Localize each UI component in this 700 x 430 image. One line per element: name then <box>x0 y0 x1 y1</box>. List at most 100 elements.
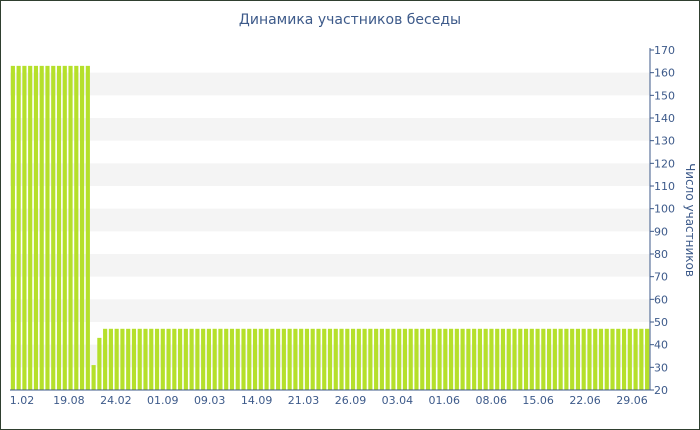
bar <box>408 328 413 390</box>
bar <box>241 328 246 390</box>
bar <box>79 65 85 390</box>
bar <box>356 328 361 390</box>
bar <box>598 328 604 390</box>
y-tick-label: 170 <box>654 44 675 57</box>
bar <box>160 328 165 390</box>
grid-band <box>10 254 650 277</box>
bar <box>489 328 494 390</box>
y-tick-label: 120 <box>654 157 675 170</box>
x-tick-label: 21.03 <box>288 394 320 407</box>
x-tick-label: 01.09 <box>147 394 179 407</box>
bar <box>616 328 621 390</box>
bar <box>39 65 44 390</box>
bar <box>224 328 229 390</box>
bar <box>85 65 90 390</box>
chart-title: Динамика участников беседы <box>238 12 462 28</box>
bar <box>33 65 39 390</box>
bar <box>178 328 183 390</box>
bar <box>397 328 402 390</box>
bar <box>201 328 206 390</box>
bar <box>16 65 21 390</box>
bar <box>10 65 15 390</box>
bar <box>420 328 425 390</box>
bar <box>126 328 131 390</box>
bar <box>154 328 160 390</box>
bar <box>374 328 379 390</box>
bar <box>350 328 356 390</box>
bar <box>137 328 142 390</box>
bar <box>610 328 615 390</box>
bar <box>512 328 517 390</box>
bar <box>379 328 384 390</box>
bar <box>339 328 344 390</box>
bar <box>593 328 598 390</box>
bar <box>258 328 263 390</box>
bar <box>495 328 500 390</box>
bar <box>431 328 436 390</box>
bar <box>299 328 304 390</box>
x-tick-label: 09.03 <box>194 394 226 407</box>
bar <box>402 328 408 390</box>
y-tick-label: 40 <box>654 339 668 352</box>
bar <box>581 328 586 390</box>
bar <box>218 328 223 390</box>
bar <box>304 328 310 390</box>
y-tick-label: 150 <box>654 89 675 102</box>
y-tick-label: 50 <box>654 316 668 329</box>
bar <box>108 328 113 390</box>
x-tick-label: 26.09 <box>335 394 367 407</box>
bar <box>264 328 269 390</box>
bar <box>518 328 523 390</box>
y-tick-label: 140 <box>654 112 675 125</box>
bar <box>276 328 281 390</box>
bar <box>391 328 396 390</box>
bar <box>437 328 442 390</box>
bar <box>454 328 459 390</box>
bar <box>627 328 632 390</box>
y-tick-label: 160 <box>654 67 675 80</box>
bar <box>131 328 137 390</box>
bar <box>206 328 211 390</box>
grid-band <box>10 299 650 322</box>
bar <box>558 328 563 390</box>
bar <box>293 328 298 390</box>
bar <box>547 328 552 390</box>
x-tick-label: 08.06 <box>475 394 507 407</box>
y-tick-label: 20 <box>654 384 668 397</box>
bar <box>425 328 431 390</box>
bar <box>143 328 148 390</box>
bar <box>460 328 465 390</box>
bar <box>345 328 350 390</box>
bar <box>333 328 338 390</box>
y-tick-label: 110 <box>654 180 675 193</box>
bar <box>287 328 292 390</box>
y-tick-label: 90 <box>654 225 668 238</box>
bar <box>327 328 333 390</box>
x-tick-label: 24.02 <box>100 394 132 407</box>
bar <box>252 328 258 390</box>
bar <box>68 65 73 390</box>
bar <box>56 65 62 390</box>
bar-series <box>10 65 650 390</box>
x-tick-label: 1.02 <box>10 394 35 407</box>
bar <box>183 328 188 390</box>
bar <box>270 328 275 390</box>
bar <box>22 65 27 390</box>
bar <box>575 328 581 390</box>
bar <box>28 65 33 390</box>
bar <box>621 328 627 390</box>
x-tick-label: 01.06 <box>429 394 461 407</box>
bar <box>51 65 56 390</box>
bar <box>472 328 477 390</box>
bar <box>604 328 609 390</box>
bar <box>247 328 252 390</box>
bar <box>506 328 511 390</box>
grid-band <box>10 208 650 232</box>
bar <box>189 328 194 390</box>
bar <box>120 328 125 390</box>
bar <box>529 328 534 390</box>
bar <box>552 328 557 390</box>
bar <box>281 328 286 390</box>
bar <box>195 328 200 390</box>
bar <box>310 328 315 390</box>
